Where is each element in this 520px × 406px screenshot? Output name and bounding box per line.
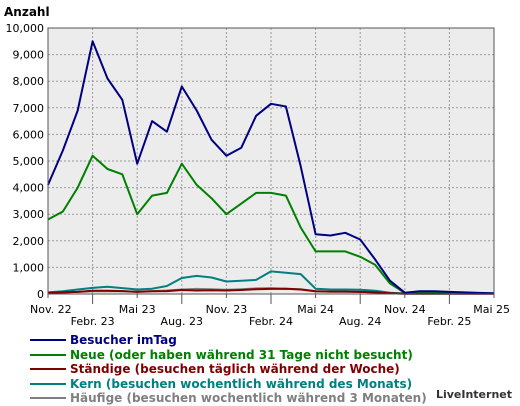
legend-item-core: Kern (besuchen wochentlich während des M… [30,377,427,392]
credit-label: LiveInternet [435,388,512,401]
x-tick-label: Mai 24 [297,303,334,316]
legend-swatch [30,382,66,385]
y-tick-label: 7,000 [13,102,45,115]
series-line [47,40,495,295]
legend-label: Häufige (besuchen wochentlich während 3 … [70,391,427,405]
x-tick-label: Aug. 23 [161,315,203,328]
legend-label: Ständige (besuchen täglich während der W… [70,362,400,376]
y-tick-label: 4,000 [13,182,45,195]
y-tick-label: 6,000 [13,128,45,141]
legend-label: Besucher imTag [70,333,177,347]
legend-item-regular: Ständige (besuchen täglich während der W… [30,362,427,377]
y-tick-label: 3,000 [13,208,45,221]
y-tick-label: 2,000 [13,235,45,248]
legend-swatch [30,397,66,400]
y-tick-label: 10,000 [6,22,45,35]
legend-swatch [30,339,66,342]
y-tick-label: 9,000 [13,49,45,62]
x-tick-label: Aug. 24 [339,315,381,328]
x-tick-label: Mai 23 [119,303,156,316]
y-tick-label: 5,000 [13,155,45,168]
x-tick-label: Nov. 23 [206,303,248,316]
legend-item-frequent: Häufige (besuchen wochentlich während 3 … [30,391,427,406]
x-tick-label: Nov. 22 [30,303,72,316]
x-tick-label: Febr. 23 [71,315,115,328]
x-tick-label: Febr. 24 [249,315,293,328]
legend-swatch [30,368,66,371]
x-tick-label: Mai 25 [473,303,510,316]
legend-label: Kern (besuchen wochentlich während des M… [70,376,413,391]
y-tick-label: 1,000 [13,261,45,274]
plot-frame [47,27,495,295]
y-tick-label: 0 [37,288,44,301]
y-tick-label: 8,000 [13,75,45,88]
line-chart: 0 1,000 2,000 3,000 4,000 5,000 6,000 7,000 8,00… [4,5,510,328]
x-tick-label: Febr. 25 [427,315,471,328]
x-tick-label: Nov. 24 [384,303,426,316]
legend: Besucher imTag Neue (oder haben während … [30,333,427,406]
legend-item-new: Neue (oder haben während 31 Tage nicht b… [30,348,427,363]
y-axis-label: Anzahl [4,5,50,19]
legend-label: Neue (oder haben während 31 Tage nicht b… [70,347,413,362]
legend-item-visitors: Besucher imTag [30,333,427,348]
legend-swatch [30,353,66,356]
